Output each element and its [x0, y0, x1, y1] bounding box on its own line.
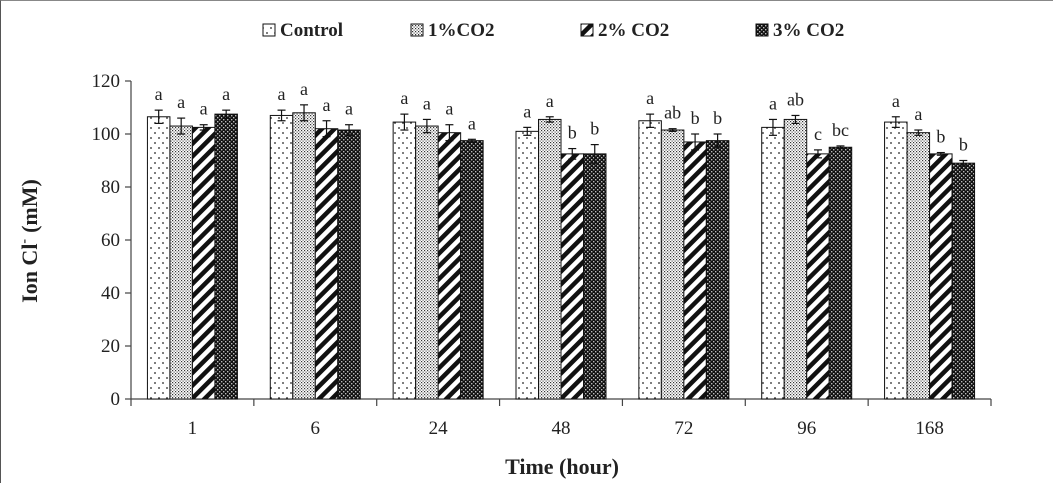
- y-axis-title-sup: -: [17, 239, 32, 244]
- legend: Control 1%CO2 2% CO2 3% CO2: [262, 20, 844, 41]
- significance-label: a: [200, 99, 208, 119]
- bar: [415, 125, 439, 400]
- legend-label: 2% CO2: [598, 20, 669, 41]
- significance-label: b: [590, 119, 599, 139]
- bar: [761, 126, 785, 400]
- significance-label: b: [568, 123, 577, 143]
- significance-label: a: [546, 91, 554, 111]
- bar: [560, 153, 584, 400]
- significance-label: a: [323, 95, 331, 115]
- significance-label: a: [345, 99, 353, 119]
- significance-label: b: [713, 108, 722, 128]
- y-tick-label: 120: [92, 71, 121, 92]
- significance-label: b: [959, 135, 968, 155]
- bar: [705, 140, 730, 400]
- bar: [906, 132, 931, 400]
- significance-label: a: [892, 91, 900, 111]
- y-tick-label: 0: [111, 389, 121, 410]
- bar: [392, 121, 417, 400]
- significance-label: a: [445, 99, 453, 119]
- significance-label: a: [400, 88, 408, 108]
- y-tick-label: 20: [101, 336, 120, 357]
- significance-label: a: [423, 93, 431, 113]
- bar: [683, 141, 707, 400]
- error-bars: [154, 104, 968, 167]
- legend-swatch: [262, 23, 276, 37]
- x-tick-label: 168: [915, 418, 944, 439]
- bar: [292, 112, 316, 400]
- significance-label: ab: [664, 103, 681, 123]
- y-axis-title: Ion Cl- (mM): [17, 179, 42, 303]
- y-tick-label: 60: [101, 230, 120, 251]
- legend-swatch: [580, 23, 594, 37]
- legend-swatch: [755, 23, 769, 37]
- significance-label: b: [691, 108, 700, 128]
- significance-label: ab: [787, 89, 804, 109]
- y-axis: 0 20 40 60 80 100 120: [92, 71, 132, 410]
- x-tick-label: 48: [552, 418, 571, 439]
- significance-label: a: [914, 104, 922, 124]
- bar: [583, 153, 607, 400]
- significance-label: a: [300, 79, 308, 99]
- significance-label: bc: [832, 120, 849, 140]
- x-tick-label: 6: [311, 418, 321, 439]
- y-axis-title-main: Ion Cl: [17, 244, 42, 303]
- significance-label: a: [468, 113, 476, 133]
- bar: [191, 126, 216, 400]
- x-tick-label: 1: [188, 418, 198, 439]
- y-tick-label: 100: [92, 124, 121, 145]
- legend-swatch: [410, 23, 424, 37]
- legend-label: 1%CO2: [428, 20, 495, 41]
- x-tick-label: 24: [429, 418, 449, 439]
- bar: [806, 153, 830, 400]
- significance-label: a: [646, 88, 654, 108]
- x-tick-label: 96: [797, 418, 816, 439]
- significance-label: a: [523, 101, 531, 121]
- bar: [884, 121, 908, 400]
- bar: [269, 114, 294, 400]
- significance-label: a: [155, 84, 163, 104]
- bar: [660, 129, 685, 400]
- y-tick-label: 80: [101, 177, 120, 198]
- x-axis-title: Time (hour): [505, 454, 619, 479]
- bar: [638, 120, 662, 400]
- x-axis: 1 6 24 48 72 96 168: [130, 398, 992, 439]
- bar: [314, 128, 339, 400]
- significance-label: a: [222, 84, 230, 104]
- significance-label: a: [769, 93, 777, 113]
- legend-label: Control: [280, 20, 343, 41]
- bar: [538, 118, 562, 400]
- bar: [146, 116, 171, 400]
- x-tick-label: 72: [674, 418, 693, 439]
- legend-label: 3% CO2: [773, 20, 844, 41]
- significance-label: a: [177, 92, 185, 112]
- significance-label: a: [278, 84, 286, 104]
- bar: [783, 118, 808, 400]
- bar: [828, 146, 853, 400]
- significance-label: b: [936, 127, 945, 147]
- y-tick-label: 40: [101, 283, 120, 304]
- bar: [460, 140, 484, 400]
- bar: [169, 125, 193, 400]
- bar: [515, 130, 539, 400]
- bar: [337, 129, 361, 400]
- bar: [437, 132, 462, 400]
- significance-label: c: [814, 124, 822, 144]
- y-axis-title-unit: (mM): [17, 179, 42, 233]
- bar: [929, 153, 953, 400]
- bar: [214, 113, 238, 400]
- bar: [951, 162, 976, 400]
- bars: [146, 112, 976, 400]
